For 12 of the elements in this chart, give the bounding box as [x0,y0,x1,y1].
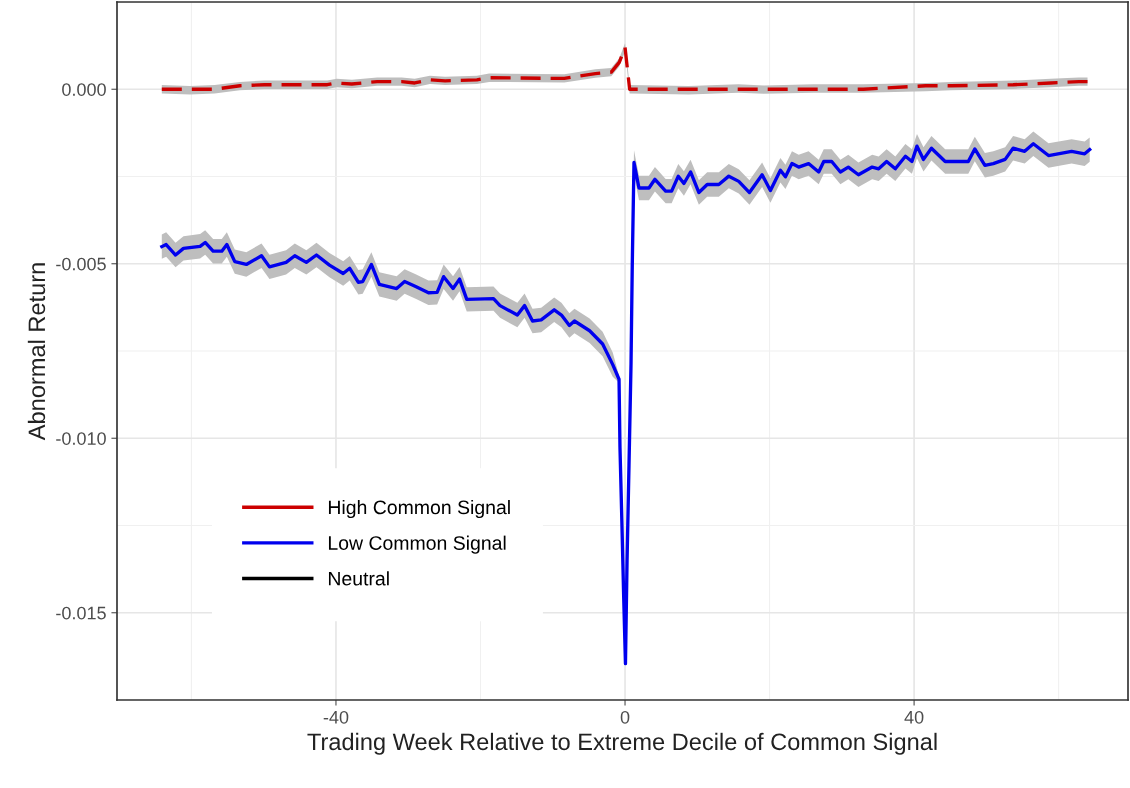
y-tick-label: -0.005 [56,257,106,271]
x-axis-title: Trading Week Relative to Extreme Decile of Common Signal [307,732,937,755]
x-tick-label: 0 [620,710,630,724]
y-tick-label: -0.015 [56,606,106,620]
legend-label: Low Common Signal [328,535,506,554]
x-tick-label: -40 [323,710,349,724]
legend-label: High Common Signal [328,499,510,519]
y-tick-label: 0.000 [62,83,106,96]
y-tick-label: -0.010 [56,432,106,445]
x-tick-label: 40 [904,710,924,724]
y-axis-title: Abnormal Return [27,263,46,441]
legend-label: Neutral [328,571,389,586]
